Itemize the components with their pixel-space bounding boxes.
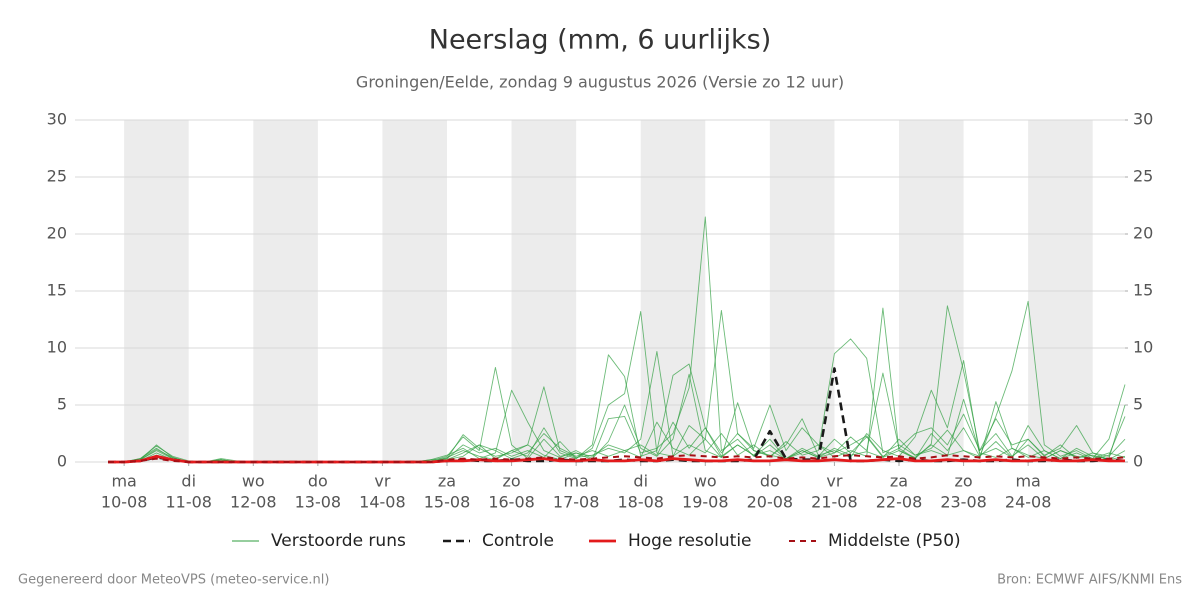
legend-label: Hoge resolutie xyxy=(628,531,752,551)
x-tick-label: wo xyxy=(242,472,265,491)
x-tick-date: 18-08 xyxy=(617,493,664,512)
x-tick-date: 15-08 xyxy=(424,493,471,512)
x-tick-label: vr xyxy=(826,472,842,491)
x-tick-label: zo xyxy=(954,472,972,491)
chart-title: Neerslag (mm, 6 uurlijks) xyxy=(429,25,771,56)
x-tick-date: 12-08 xyxy=(230,493,277,512)
chart-subtitle: Groningen/Eelde, zondag 9 augustus 2026 … xyxy=(356,73,844,92)
footnote: Gegenereerd door MeteoVPS (meteo-service… xyxy=(18,573,329,588)
y2-tick-label: 30 xyxy=(1133,110,1153,129)
x-tick-label: ma xyxy=(1015,472,1040,491)
x-tick-label: ma xyxy=(563,472,588,491)
y-tick-label: 30 xyxy=(47,110,67,129)
x-tick-label: zo xyxy=(502,472,520,491)
x-tick-date: 23-08 xyxy=(940,493,987,512)
legend-label: Controle xyxy=(482,531,554,551)
footnote: Bron: ECMWF AIFS/KNMI Ens xyxy=(997,573,1182,588)
x-tick-date: 22-08 xyxy=(876,493,923,512)
y2-tick-label: 0 xyxy=(1133,452,1143,471)
y-tick-label: 5 xyxy=(57,395,67,414)
y-tick-label: 20 xyxy=(47,224,67,243)
x-tick-label: ma xyxy=(111,472,136,491)
x-tick-date: 13-08 xyxy=(295,493,342,512)
x-tick-date: 21-08 xyxy=(811,493,858,512)
x-tick-label: do xyxy=(308,472,328,491)
x-tick-label: do xyxy=(760,472,780,491)
x-tick-date: 19-08 xyxy=(682,493,729,512)
x-tick-label: za xyxy=(438,472,456,491)
legend-label: Verstoorde runs xyxy=(271,531,406,551)
x-tick-label: di xyxy=(633,472,648,491)
x-tick-date: 20-08 xyxy=(747,493,794,512)
x-tick-date: 16-08 xyxy=(488,493,535,512)
x-tick-label: wo xyxy=(694,472,717,491)
y-tick-label: 0 xyxy=(57,452,67,471)
x-tick-label: di xyxy=(181,472,196,491)
y2-tick-label: 25 xyxy=(1133,167,1153,186)
y2-tick-label: 10 xyxy=(1133,338,1153,357)
x-tick-date: 17-08 xyxy=(553,493,600,512)
y2-tick-label: 15 xyxy=(1133,281,1153,300)
x-tick-label: za xyxy=(890,472,908,491)
y2-tick-label: 5 xyxy=(1133,395,1143,414)
x-tick-date: 14-08 xyxy=(359,493,406,512)
y-tick-label: 25 xyxy=(47,167,67,186)
x-tick-date: 11-08 xyxy=(165,493,212,512)
legend-label: Middelste (P50) xyxy=(828,531,961,551)
y-tick-label: 10 xyxy=(47,338,67,357)
line xyxy=(108,454,1126,463)
x-tick-date: 24-08 xyxy=(1005,493,1052,512)
y-tick-label: 15 xyxy=(47,281,67,300)
x-tick-date: 10-08 xyxy=(101,493,148,512)
x-tick-label: vr xyxy=(374,472,390,491)
y2-tick-label: 20 xyxy=(1133,224,1153,243)
